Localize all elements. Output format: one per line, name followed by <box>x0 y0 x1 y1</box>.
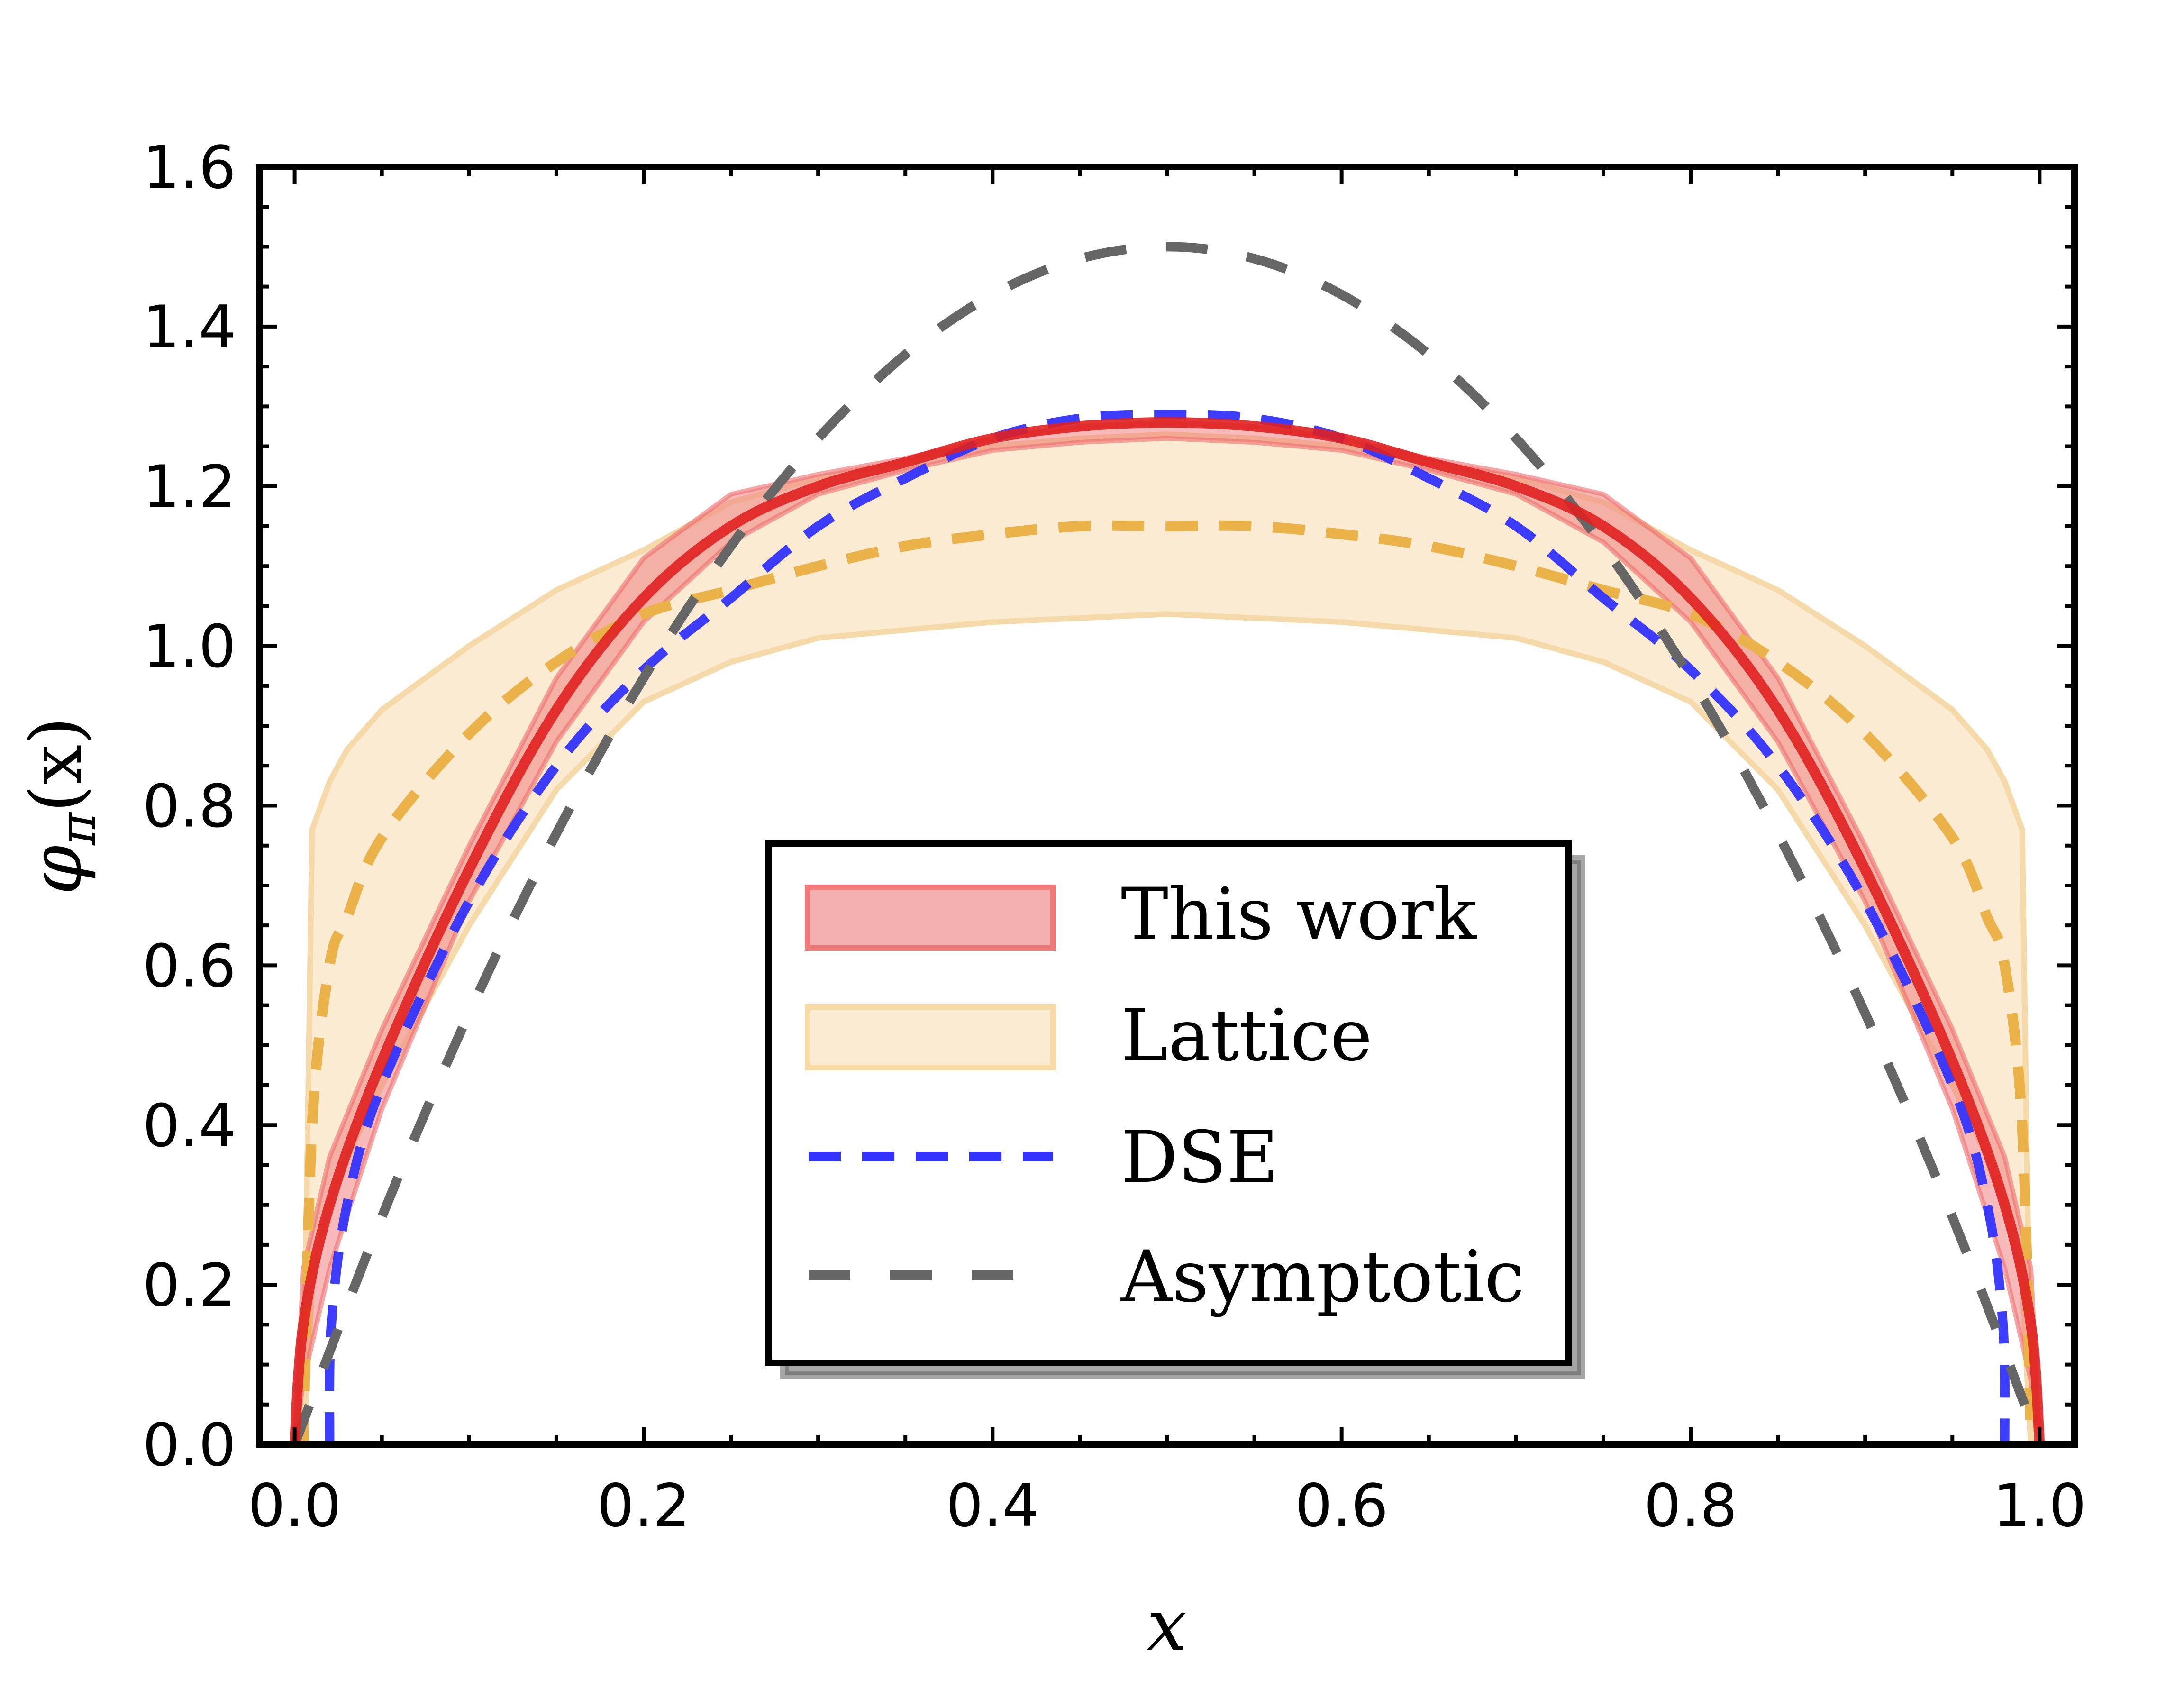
y-tick-label: 1.6 <box>143 134 236 202</box>
asymptotic-line <box>290 242 2044 1444</box>
lattice-line <box>298 520 2036 1444</box>
tick-labels: 0.0 0.2 0.4 0.6 0.8 1.0 0.0 0.2 0.4 0.6 0.8 1.0 1.2 1… <box>143 134 2086 1540</box>
svg-text:φπ(x): φπ(x) <box>15 717 107 895</box>
y-tick-label: 0.2 <box>143 1251 236 1320</box>
x-tick-label: 0.4 <box>946 1472 1039 1540</box>
lines <box>289 242 2045 1444</box>
legend-patch-lattice <box>805 1004 1056 1070</box>
legend-patch-this-work <box>805 885 1056 951</box>
legend-item-lattice: Lattice <box>805 995 1372 1077</box>
this-work-line <box>289 417 2045 1444</box>
y-tick-label: 0.6 <box>143 932 236 1000</box>
y-tick-label: 0.8 <box>143 773 236 841</box>
this-work-band <box>292 420 2042 1444</box>
y-tick-label: 0.0 <box>143 1411 236 1480</box>
legend-label-lattice: Lattice <box>1121 995 1372 1077</box>
y-tick-label: 1.2 <box>143 453 236 521</box>
y-axis-label-sub: π <box>49 812 107 846</box>
y-axis-label-tail: (x) <box>15 717 98 813</box>
x-axis-label: x <box>1147 1584 1187 1667</box>
legend-label-this-work: This work <box>1121 873 1477 956</box>
legend: This work Lattice DSE Asymptotic <box>765 840 1585 1379</box>
legend-item-asymptotic: Asymptotic <box>809 1236 1524 1318</box>
y-tick-label: 1.4 <box>143 293 236 362</box>
axes-frame <box>256 164 2078 1448</box>
x-tick-label: 0.6 <box>1295 1472 1388 1540</box>
bands <box>292 420 2042 1444</box>
legend-item-this-work: This work <box>805 873 1477 956</box>
x-tick-label: 0.8 <box>1644 1472 1737 1540</box>
legend-item-dse: DSE <box>809 1116 1279 1199</box>
x-tick-label: 0.0 <box>248 1472 341 1540</box>
y-axis-label: φπ(x) <box>15 717 107 895</box>
y-axis-label-main: φ <box>15 845 98 895</box>
dse-line <box>325 410 2010 1444</box>
x-tick-label: 0.2 <box>597 1472 690 1540</box>
y-tick-label: 1.0 <box>143 613 236 681</box>
x-tick-label: 1.0 <box>1993 1472 2086 1540</box>
y-tick-label: 0.4 <box>143 1092 236 1160</box>
plot-area <box>289 242 2045 1444</box>
legend-label-dse: DSE <box>1121 1116 1279 1199</box>
legend-label-asymptotic: Asymptotic <box>1120 1236 1524 1318</box>
